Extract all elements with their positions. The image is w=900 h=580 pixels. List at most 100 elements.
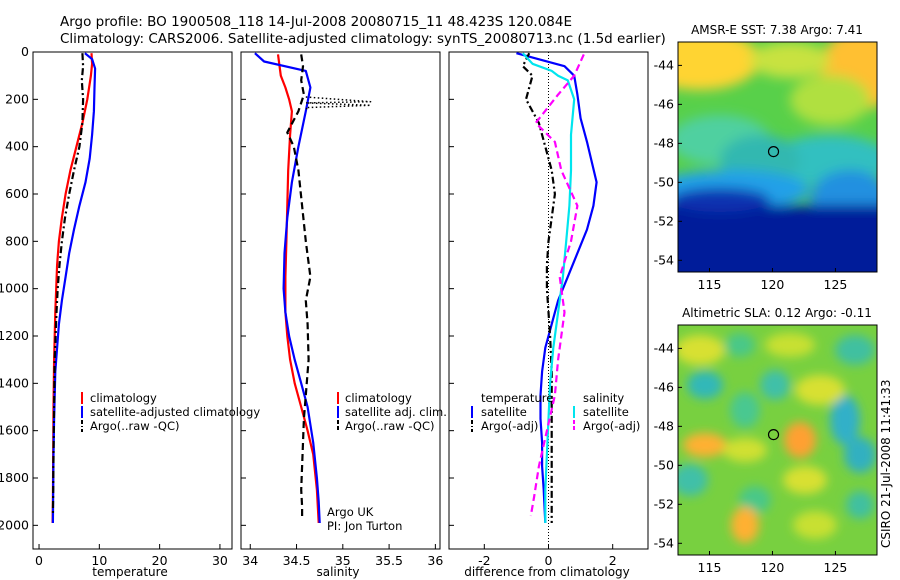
x-tick-label: 34.5 <box>283 553 311 568</box>
legend-label-temperature: temperature <box>481 391 553 405</box>
map-x-tick-label: 120 <box>761 277 785 292</box>
x-tick-label: 34 <box>242 553 258 568</box>
legend-label-temp-argo: Argo(-adj) <box>481 419 538 433</box>
sst-warm-patch <box>678 42 760 90</box>
legend-label-sal-argo: Argo(-adj) <box>583 419 640 433</box>
figure-title-line2: Climatology: CARS2006. Satellite-adjuste… <box>60 31 666 47</box>
sla-cool-patch <box>687 371 723 399</box>
map-y-tick-label: -44 <box>654 340 674 355</box>
sst-deep-cold <box>678 205 877 272</box>
depth-tick-label: 1600 <box>0 423 29 438</box>
legend-label-sal-satellite: satellite <box>583 405 629 419</box>
legend-label-argo: Argo(..raw -QC) <box>345 419 435 433</box>
sla-cool-patch <box>739 486 771 514</box>
series-group <box>51 52 97 524</box>
sla-map-title: Altimetric SLA: 0.12 Argo: -0.11 <box>682 306 872 320</box>
legend-label-climatology: climatology <box>90 391 157 405</box>
difference-legend: temperature satellite Argo(-adj) salinit… <box>471 391 640 433</box>
x-tick-label: 36 <box>427 553 443 568</box>
map-x-tick-label: 120 <box>761 560 785 575</box>
temperature-legend: climatology satellite-adjusted climatolo… <box>81 391 260 433</box>
series-line <box>286 54 312 519</box>
depth-tick-label: 1800 <box>0 470 29 485</box>
sla-cool-patch <box>830 395 860 445</box>
series-line <box>516 52 598 524</box>
depth-tick-label: 1000 <box>0 281 29 296</box>
series-line <box>305 96 372 111</box>
depth-tick-label: 1200 <box>0 328 29 343</box>
series-group <box>254 52 372 524</box>
salinity-xlabel: salinity <box>316 565 359 579</box>
series-line <box>51 53 85 516</box>
series-line <box>254 52 321 524</box>
difference-plot: -2 0 2 <box>478 52 617 568</box>
map-x-tick-label: 125 <box>824 560 848 575</box>
series-line <box>521 52 576 523</box>
temperature-plot: 0 10 20 30 <box>35 52 228 568</box>
x-tick-label: 35.5 <box>375 553 403 568</box>
map-y-tick-label: -48 <box>654 418 674 433</box>
depth-axis-ticks: 0 200 400 600 800 1000 1200 1400 1600 1800 2000 <box>0 44 454 532</box>
series-line <box>276 54 320 524</box>
map-y-tick-label: -52 <box>654 213 674 228</box>
depth-tick-label: 800 <box>5 233 29 248</box>
temperature-plot-frame <box>32 51 233 550</box>
x-tick-label: 35 <box>335 553 351 568</box>
x-tick-label: 20 <box>152 553 168 568</box>
x-tick-label: 0 <box>35 553 43 568</box>
sla-cool-patch <box>846 491 874 519</box>
sst-map-title: AMSR-E SST: 7.38 Argo: 7.41 <box>691 23 863 37</box>
sla-cool-patch <box>844 437 876 473</box>
sla-map-frame <box>677 324 878 556</box>
series-line <box>51 52 97 524</box>
pi-label: PI: Jon Turton <box>327 519 402 533</box>
map-y-tick-label: -52 <box>654 496 674 511</box>
legend-label-argo: Argo(..raw -QC) <box>90 419 180 433</box>
sla-yellow-patch <box>765 333 815 357</box>
depth-tick-label: 400 <box>5 139 29 154</box>
legend-label-satellite: satellite adj. clim. <box>345 405 447 419</box>
sst-map <box>678 42 877 272</box>
series-line <box>521 52 557 523</box>
sla-map <box>678 325 877 555</box>
temperature-xlabel: temperature <box>92 565 167 579</box>
sla-yellow-patch <box>783 466 827 494</box>
map-x-tick-label: 125 <box>824 277 848 292</box>
map-y-tick-label: -54 <box>654 535 674 550</box>
sla-warm-patch <box>784 422 816 458</box>
sst-deep-cold <box>678 188 770 212</box>
legend-label-climatology: climatology <box>345 391 412 405</box>
sst-map-frame <box>677 41 878 273</box>
argo-location-marker <box>767 429 780 441</box>
depth-tick-label: 600 <box>5 186 29 201</box>
sla-yellow-patch <box>795 375 845 405</box>
sla-cool-patch <box>760 370 790 400</box>
map-x-tick-label: 115 <box>698 277 722 292</box>
difference-xlabel: difference from climatology <box>464 565 630 579</box>
series-group <box>516 52 598 524</box>
argo-location-marker <box>767 146 780 158</box>
sla-cool-patch <box>730 392 760 428</box>
map-x-tick-label: 115 <box>698 560 722 575</box>
legend-label-temp-satellite: satellite <box>481 405 527 419</box>
sla-map-axes: 115 120 125 -44 -46 -48 -50 -52 -54 <box>654 340 848 575</box>
depth-tick-label: 200 <box>5 91 29 106</box>
map-y-tick-label: -46 <box>654 379 674 394</box>
map-y-tick-label: -54 <box>654 252 674 267</box>
sla-yellow-patch <box>723 438 767 462</box>
legend-label-salinity: salinity <box>583 391 624 405</box>
map-y-tick-label: -46 <box>654 96 674 111</box>
series-line <box>51 53 94 524</box>
map-y-tick-label: -44 <box>654 57 674 72</box>
salinity-plot-frame <box>240 51 441 550</box>
x-tick-label: 10 <box>91 553 107 568</box>
map-y-tick-label: -50 <box>654 174 674 189</box>
salinity-plot: 34 34.5 35 35.5 36 <box>242 52 443 568</box>
depth-tick-label: 0 <box>21 44 29 59</box>
sla-cool-patch <box>835 335 875 365</box>
sla-yellow-patch <box>793 511 837 539</box>
sla-warm-patch <box>731 507 759 543</box>
sst-warm-patch <box>750 42 830 78</box>
sla-cool-patch <box>725 333 755 357</box>
salinity-legend: climatology satellite adj. clim. Argo(..… <box>337 391 447 433</box>
